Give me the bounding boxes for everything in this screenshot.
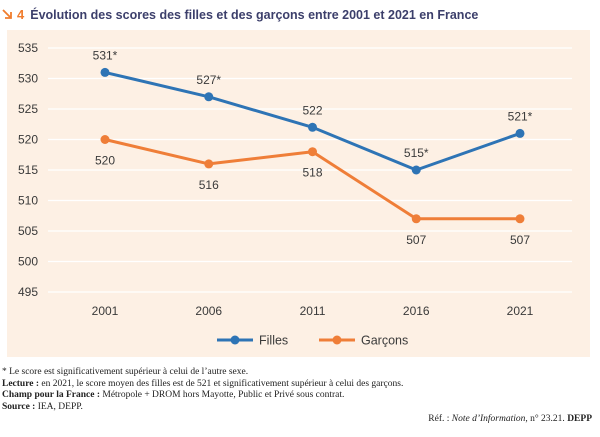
- note-champ-text: Métropole + DROM hors Mayotte, Public et…: [100, 390, 345, 400]
- data-point: [411, 214, 421, 224]
- data-label: 515*: [404, 146, 429, 160]
- reference: Réf. : Note d’Information, n° 23.21. DEP…: [428, 414, 592, 424]
- data-label: 507: [406, 233, 426, 247]
- data-label: 518: [302, 166, 322, 180]
- y-tick-label: 530: [18, 72, 38, 86]
- reference-publication: Note d’Information: [451, 414, 526, 424]
- data-point: [204, 92, 214, 102]
- figure-title: Évolution des scores des filles et des g…: [30, 7, 479, 22]
- x-tick-label: 2006: [195, 304, 222, 318]
- data-label: 516: [199, 178, 219, 192]
- reference-org: DEPP: [567, 414, 592, 424]
- note-source-label: Source :: [2, 401, 36, 412]
- data-label: 531*: [93, 48, 118, 62]
- y-tick-label: 535: [18, 41, 38, 55]
- x-tick-label: 2016: [403, 304, 430, 318]
- data-point: [515, 128, 525, 138]
- x-tick-label: 2001: [92, 304, 119, 318]
- note-lecture-text: en 2021, le score moyen des filles est d…: [39, 378, 404, 389]
- legend-marker: [332, 335, 342, 345]
- data-point: [308, 122, 317, 132]
- figure-number: 4: [17, 7, 25, 22]
- data-point: [100, 67, 110, 77]
- note-source: Source : IEA, DEPP.: [2, 402, 592, 414]
- chart-panel: [7, 30, 590, 357]
- note-champ: Champ pour la France : Métropole + DROM …: [2, 390, 592, 402]
- reference-prefix: Réf. :: [428, 414, 452, 424]
- note-asterisk: * Le score est significativement supérie…: [2, 367, 249, 377]
- data-point: [308, 147, 317, 157]
- y-axis: 495 500 505 510 515 520 525 530 535: [18, 41, 38, 299]
- legend-label: Filles: [259, 334, 288, 348]
- x-axis: 2001 2006 2011 2016 2021: [92, 304, 534, 318]
- data-label: 507: [510, 233, 530, 247]
- data-point: [411, 165, 421, 175]
- data-labels: 531* 527* 522 515* 521* 520 516 518 507 507: [93, 48, 533, 246]
- y-tick-label: 525: [18, 102, 38, 116]
- y-tick-label: 510: [18, 194, 38, 208]
- x-tick-label: 2011: [300, 304, 326, 318]
- series-layer: [100, 67, 525, 224]
- data-point: [515, 214, 525, 224]
- note-lecture-label: Lecture :: [2, 378, 40, 389]
- y-tick-label: 520: [18, 133, 38, 147]
- y-tick-label: 495: [18, 285, 38, 299]
- legend: Filles Garçons: [217, 334, 408, 348]
- data-label: 521*: [508, 109, 533, 123]
- legend-marker: [230, 335, 240, 345]
- figure-notes: * Le score est significativement supérie…: [2, 367, 592, 413]
- y-tick-label: 505: [18, 224, 38, 238]
- reference-number: , n° 23.21.: [525, 414, 568, 424]
- data-label: 522: [302, 103, 322, 117]
- note-source-text: IEA, DEPP.: [35, 401, 83, 412]
- y-tick-label: 500: [18, 255, 38, 269]
- figure-header: 4 Évolution des scores des filles et des…: [2, 7, 592, 22]
- y-tick-label: 515: [18, 163, 38, 177]
- arrow-down-right-icon: [2, 9, 12, 19]
- data-label: 520: [95, 154, 115, 168]
- legend-label: Garçons: [361, 334, 408, 348]
- note-champ-label: Champ pour la France :: [2, 390, 100, 400]
- data-label: 527*: [196, 73, 221, 87]
- note-lecture: Lecture : en 2021, le score moyen des fi…: [2, 379, 592, 391]
- x-tick-label: 2021: [507, 304, 534, 318]
- grid-lines: [48, 47, 572, 293]
- data-point: [100, 135, 110, 144]
- data-point: [204, 159, 214, 169]
